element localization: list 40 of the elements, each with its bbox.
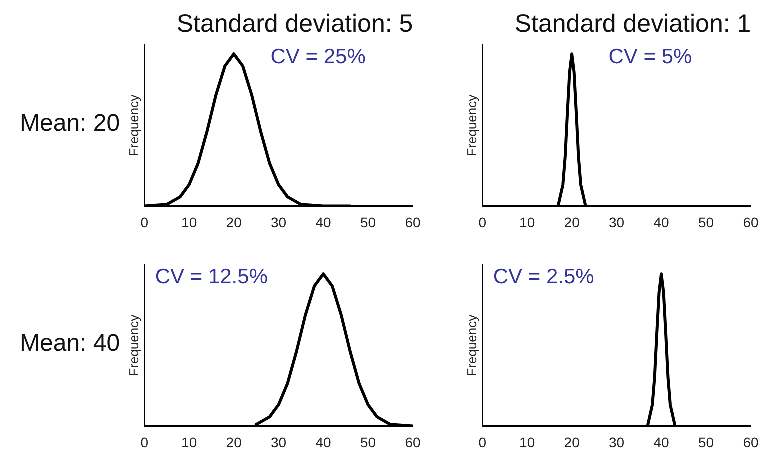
x-tick-label: 10 — [182, 434, 198, 450]
x-tick-label: 40 — [316, 434, 332, 450]
chart-title: Standard deviation: 5 — [176, 10, 414, 39]
x-tick-label: 30 — [271, 434, 287, 450]
x-tick-label: 60 — [405, 434, 421, 450]
x-tick-label: 50 — [698, 434, 714, 450]
y-axis-title: Frequency — [126, 94, 142, 156]
y-axis-title: Frequency — [464, 314, 480, 376]
x-tick-label: 0 — [478, 434, 487, 450]
annotation: CV = 25% — [270, 45, 366, 68]
x-tick-label: 40 — [654, 214, 670, 230]
x-tick-label: 20 — [564, 434, 580, 450]
x-tick-label: 40 — [654, 434, 670, 450]
x-tick-label: 50 — [698, 214, 714, 230]
x-tick-label: 20 — [226, 214, 242, 230]
x-tick-label: 0 — [478, 214, 487, 230]
y-axis-title: Frequency — [126, 314, 142, 376]
x-tick-label: 60 — [405, 214, 421, 230]
annotation: CV = 5% — [608, 45, 692, 68]
x-tick-label: 30 — [609, 214, 625, 230]
text: Mean: 20 — [20, 110, 120, 138]
x-tick-label: 10 — [520, 214, 536, 230]
x-tick-label: 50 — [360, 214, 376, 230]
x-tick-label: 50 — [360, 434, 376, 450]
annotation: CV = 2.5% — [493, 265, 594, 288]
x-tick-label: 20 — [564, 214, 580, 230]
x-tick-label: 0 — [140, 214, 149, 230]
x-tick-label: 60 — [743, 434, 759, 450]
annotation: CV = 12.5% — [155, 265, 268, 288]
x-tick-label: 10 — [520, 434, 536, 450]
text: Mean: 40 — [20, 330, 120, 358]
x-tick-label: 0 — [140, 434, 149, 450]
x-tick-label: 20 — [226, 434, 242, 450]
x-tick-label: 60 — [743, 214, 759, 230]
x-tick-label: 30 — [609, 434, 625, 450]
chart-title: Standard deviation: 1 — [514, 10, 752, 39]
y-axis-title: Frequency — [464, 94, 480, 156]
x-tick-label: 10 — [182, 214, 198, 230]
x-tick-label: 40 — [316, 214, 332, 230]
x-tick-label: 30 — [271, 214, 287, 230]
